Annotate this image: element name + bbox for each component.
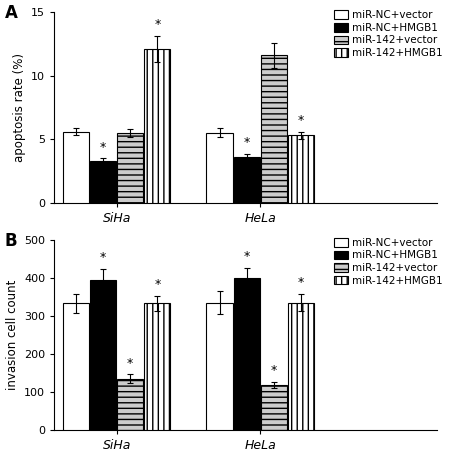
Bar — [63, 303, 89, 431]
Bar — [234, 157, 260, 203]
Text: *: * — [270, 364, 277, 377]
Bar — [234, 278, 260, 431]
Text: *: * — [243, 136, 250, 149]
Bar — [207, 133, 233, 203]
Bar — [288, 303, 314, 431]
Bar — [261, 55, 287, 203]
Text: *: * — [100, 141, 106, 153]
Y-axis label: invasion cell count: invasion cell count — [5, 280, 18, 390]
Text: A: A — [4, 4, 17, 22]
Bar — [207, 303, 233, 431]
Legend: miR-NC+vector, miR-NC+HMGB1, miR-142+vector, miR-142+HMGB1: miR-NC+vector, miR-NC+HMGB1, miR-142+vec… — [332, 8, 445, 60]
Text: *: * — [154, 278, 161, 291]
Y-axis label: apoptosis rate (%): apoptosis rate (%) — [13, 53, 26, 162]
Bar — [63, 131, 89, 203]
Bar — [144, 303, 171, 431]
Text: *: * — [243, 251, 250, 263]
Text: B: B — [4, 232, 17, 250]
Text: *: * — [154, 18, 161, 31]
Bar — [288, 136, 314, 203]
Bar — [90, 161, 116, 203]
Text: *: * — [127, 356, 133, 370]
Bar — [261, 385, 287, 431]
Bar — [117, 379, 144, 431]
Bar — [90, 280, 116, 431]
Bar — [117, 133, 144, 203]
Text: *: * — [100, 251, 106, 264]
Text: *: * — [298, 276, 304, 289]
Bar — [144, 49, 171, 203]
Legend: miR-NC+vector, miR-NC+HMGB1, miR-142+vector, miR-142+HMGB1: miR-NC+vector, miR-NC+HMGB1, miR-142+vec… — [332, 236, 445, 288]
Text: *: * — [298, 114, 304, 127]
